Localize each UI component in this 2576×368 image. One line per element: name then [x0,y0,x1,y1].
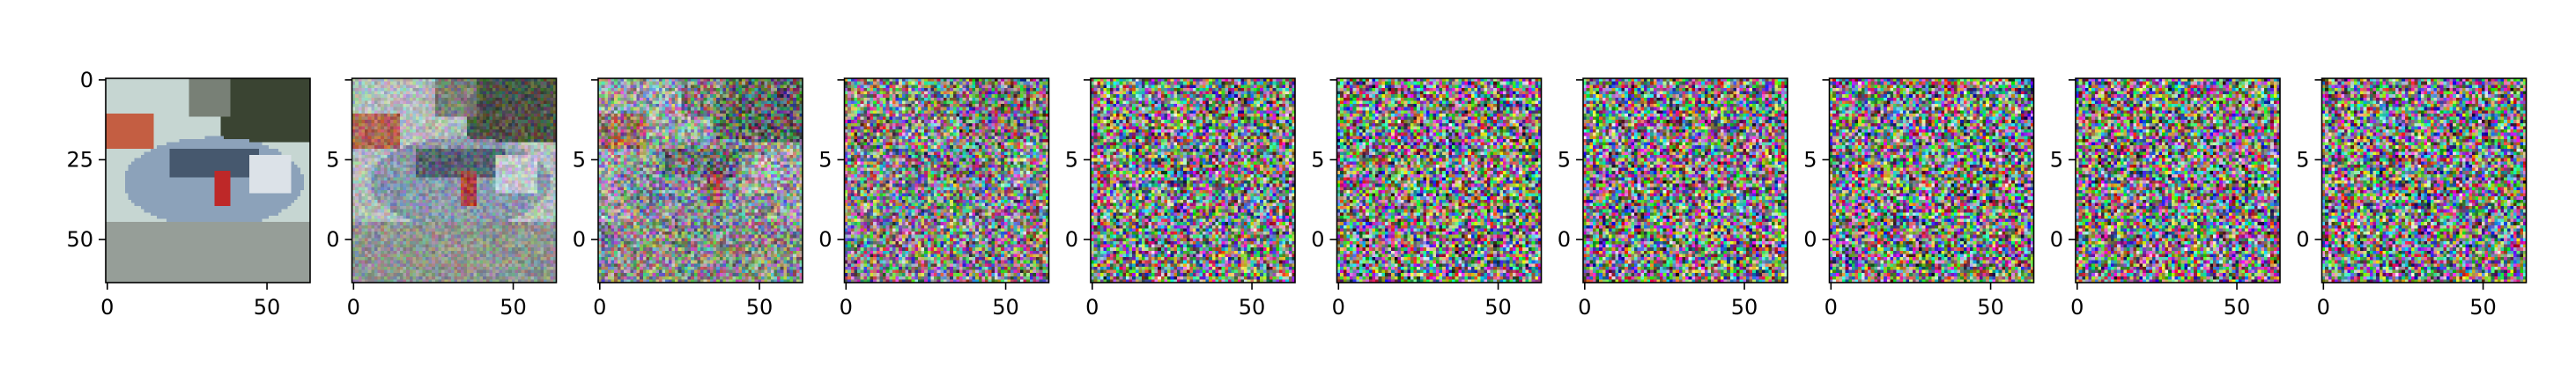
subplot-image [2076,78,2280,283]
subplot-image [844,78,1049,283]
y-tick-label: 0 [326,227,339,252]
y-tick-label: 5 [2296,147,2309,172]
subplot-image [1091,78,1295,283]
x-tick-label: 50 [500,295,527,320]
y-tick-label: 5 [573,147,586,172]
y-tick-label: 5 [326,147,339,172]
y-tick-label: 0 [1065,227,1078,252]
x-tick-label: 50 [992,295,1019,320]
x-tick-label: 0 [347,295,360,320]
subplot-frame [1336,77,1543,283]
x-tick-label: 0 [1332,295,1345,320]
y-tick-label: 5 [818,147,832,172]
y-tick-label: 5 [1803,147,1817,172]
subplot-image [106,78,310,283]
x-tick-label: 0 [1085,295,1099,320]
y-tick-label: 0 [2296,227,2309,252]
y-tick-label: 0 [2050,227,2063,252]
subplot-frame [843,77,1050,283]
subplot-frame [2075,77,2281,283]
subplot-panel: 0 50 0 25 50 [66,68,311,320]
x-tick-label: 50 [2469,295,2497,320]
subplot-image [1829,78,2034,283]
x-tick-label: 0 [1578,295,1591,320]
x-tick-label: 50 [1977,295,2004,320]
subplot-frame [2321,77,2528,283]
y-tick-label: 25 [66,147,93,172]
y-tick-label: 0 [1311,227,1324,252]
subplot-image [2321,78,2527,283]
y-tick-label: 5 [1065,147,1078,172]
x-tick-label: 50 [2224,295,2251,320]
subplot-frame [1582,77,1788,283]
y-tick-label: 0 [1803,227,1817,252]
x-tick-label: 50 [254,295,281,320]
x-tick-label: 50 [1239,295,1266,320]
y-tick-label: 50 [66,227,93,252]
subplot-frame [1090,77,1296,283]
x-tick-label: 0 [100,295,114,320]
subplot-image [598,78,803,283]
x-tick-label: 50 [1731,295,1758,320]
x-tick-label: 0 [2070,295,2084,320]
x-tick-label: 0 [593,295,606,320]
x-tick-label: 0 [840,295,853,320]
x-tick-label: 50 [1484,295,1512,320]
y-tick-label: 5 [1311,147,1324,172]
subplot-frame [105,77,311,283]
subplot-frame [1828,77,2035,283]
y-tick-label: 0 [80,68,93,92]
y-tick-label: 5 [2050,147,2063,172]
subplot-image [352,78,557,283]
y-tick-label: 0 [1558,227,1571,252]
y-tick-label: 5 [1558,147,1571,172]
subplot-frame [597,77,803,283]
x-tick-label: 0 [2317,295,2330,320]
x-tick-label: 50 [746,295,774,320]
subplot-frame [351,77,558,283]
y-tick-label: 0 [818,227,832,252]
subplot-image [1583,78,1788,283]
y-tick-label: 0 [573,227,586,252]
subplot-image [1336,78,1542,283]
x-tick-label: 0 [1825,295,1838,320]
